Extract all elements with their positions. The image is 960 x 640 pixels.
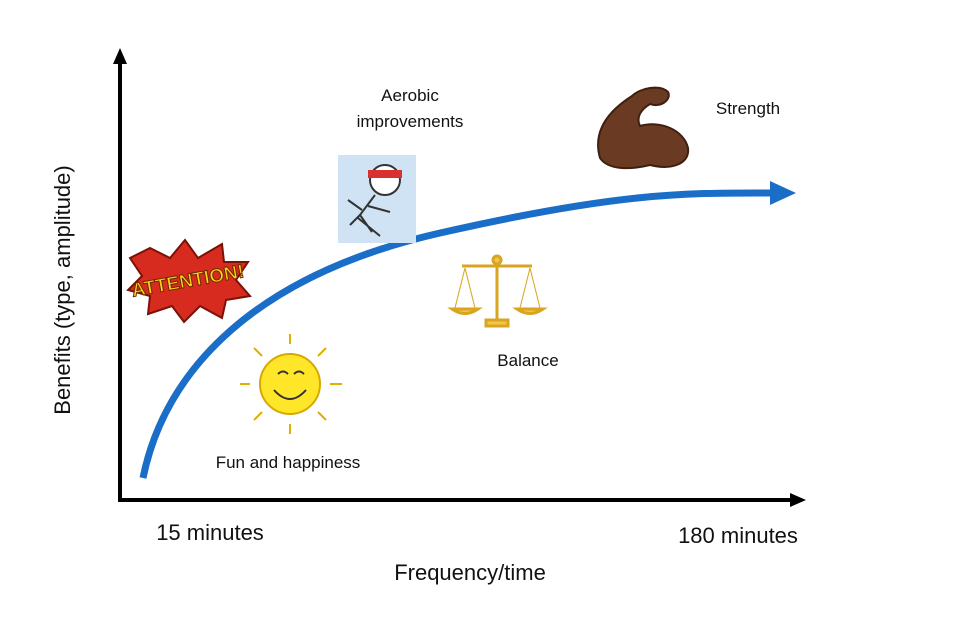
x-arrow [790,493,806,507]
attention-icon: ATTENTION! [126,238,252,324]
node-label: Strength [716,99,780,118]
curve-arrow [770,181,796,205]
sun-icon [240,334,342,434]
node-label: Fun and happiness [216,453,361,472]
x-axis-label: Frequency/time [394,560,546,585]
x-end-label: 180 minutes [678,523,798,548]
y-arrow [113,48,127,64]
benefit-curve [139,189,776,479]
runner-icon [338,155,416,243]
node-label: improvements [357,112,464,131]
x-start-label: 15 minutes [156,520,264,545]
node-label: Aerobic [381,86,439,105]
y-axis-label: Benefits (type, amplitude) [50,165,75,414]
scales-icon [447,254,548,328]
strength-icon [597,86,690,170]
node-label: Balance [497,351,558,370]
